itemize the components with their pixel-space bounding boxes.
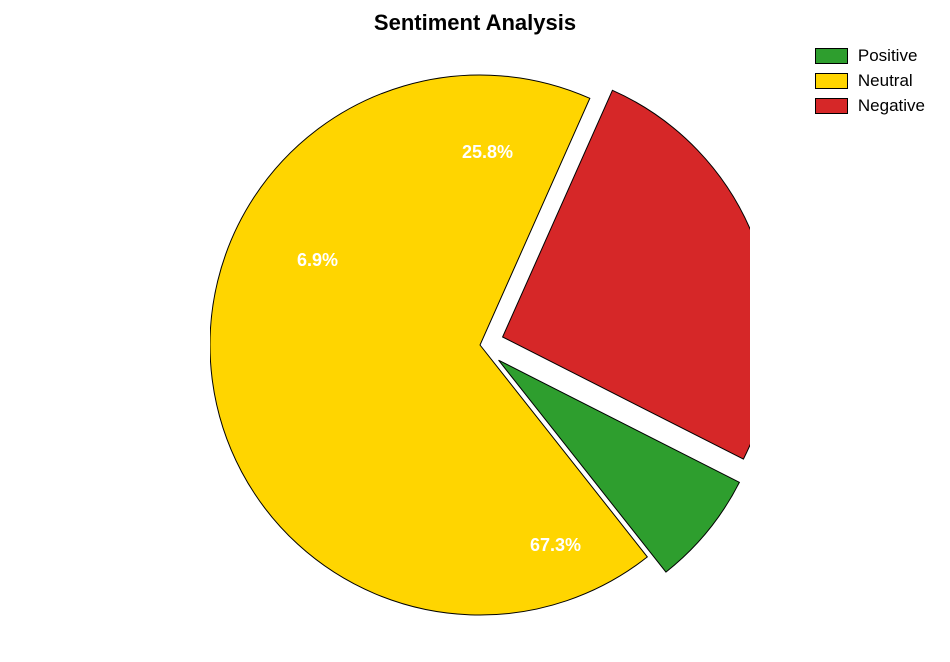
legend-label-neutral: Neutral: [858, 71, 913, 91]
legend-label-negative: Negative: [858, 96, 925, 116]
legend-swatch-neutral: [815, 73, 848, 89]
slice-label-negative: 25.8%: [462, 142, 513, 163]
slice-label-neutral: 67.3%: [530, 535, 581, 556]
pie-chart: 67.3% 6.9% 25.8%: [210, 60, 750, 620]
chart-title: Sentiment Analysis: [374, 10, 576, 36]
legend-label-positive: Positive: [858, 46, 918, 66]
legend: Positive Neutral Negative: [815, 46, 925, 121]
legend-item-neutral: Neutral: [815, 71, 925, 91]
legend-item-negative: Negative: [815, 96, 925, 116]
legend-item-positive: Positive: [815, 46, 925, 66]
legend-swatch-negative: [815, 98, 848, 114]
legend-swatch-positive: [815, 48, 848, 64]
slice-label-positive: 6.9%: [297, 250, 338, 271]
